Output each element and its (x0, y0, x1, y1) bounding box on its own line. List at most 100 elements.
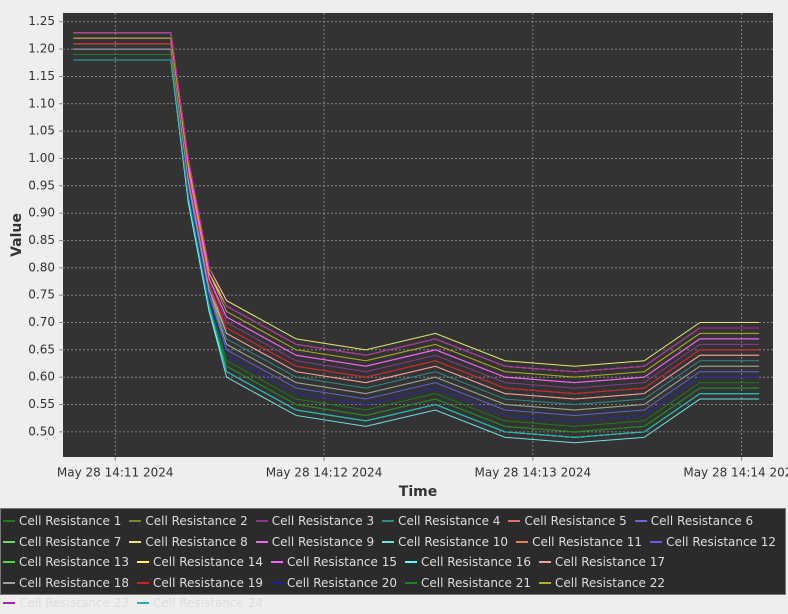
series-line (73, 37, 760, 384)
legend-swatch (137, 561, 149, 564)
series-line (73, 48, 760, 411)
legend-entry: Cell Resistance 23 (3, 593, 129, 614)
legend-entry: Cell Resistance 21 (405, 573, 531, 594)
legend-swatch (405, 561, 417, 564)
y-tick-label: 1.00 (28, 151, 55, 165)
legend-label: Cell Resistance 1 (19, 514, 122, 529)
legend-swatch (255, 520, 268, 523)
series-line (73, 43, 760, 395)
x-tick-label: May 28 14:12 2024 (266, 466, 383, 480)
legend-swatch (271, 581, 283, 584)
y-tick-label: 0.60 (28, 370, 55, 384)
legend-label: Cell Resistance 7 (19, 534, 122, 549)
legend-entry: Cell Resistance 5 (508, 511, 627, 532)
legend-swatch (634, 520, 647, 523)
legend-label: Cell Resistance 19 (153, 575, 263, 590)
legend-swatch (129, 520, 142, 523)
x-tick-label: May 28 14:14 2024 (683, 466, 788, 480)
legend-entry: Cell Resistance 15 (271, 552, 397, 573)
y-tick-label: 0.55 (28, 397, 55, 411)
series-line (73, 54, 760, 422)
legend-entry: Cell Resistance 24 (137, 593, 263, 614)
legend-entry: Cell Resistance 22 (539, 573, 665, 594)
legend-swatch (271, 561, 283, 564)
legend-label: Cell Resistance 17 (555, 555, 665, 570)
legend-label: Cell Resistance 2 (145, 514, 248, 529)
legend-swatch (255, 540, 268, 543)
legend-label: Cell Resistance 6 (650, 514, 754, 529)
x-tick-label: May 28 14:11 2024 (57, 466, 174, 480)
legend-label: Cell Resistance 10 (398, 534, 509, 549)
legend-entry: Cell Resistance 12 (650, 532, 776, 553)
series-line (73, 37, 760, 378)
series-line (73, 32, 760, 373)
legend-swatch (137, 581, 149, 584)
legend-swatch (508, 520, 521, 523)
legend-swatch (405, 581, 417, 584)
y-tick-label: 0.70 (28, 315, 55, 329)
legend-swatch (650, 540, 663, 543)
legend-label: Cell Resistance 21 (421, 575, 531, 590)
legend: Cell Resistance 1 Cell Resistance 2 Cell R… (0, 508, 786, 610)
legend-label: Cell Resistance 20 (287, 575, 397, 590)
legend-label: Cell Resistance 4 (398, 514, 501, 529)
legend-swatch (3, 581, 15, 584)
legend-swatch (382, 540, 395, 543)
legend-label: Cell Resistance 24 (153, 596, 263, 611)
legend-swatch (3, 540, 15, 543)
y-axis-label: Value (9, 213, 25, 257)
legend-entry: Cell Resistance 19 (137, 573, 263, 594)
plot-area (63, 13, 773, 457)
legend-entry: Cell Resistance 11 (516, 532, 642, 553)
legend-entry: Cell Resistance 13 (3, 552, 129, 573)
y-tick-label: 1.10 (28, 96, 55, 110)
legend-entry: Cell Resistance 14 (137, 552, 263, 573)
legend-swatch (516, 540, 529, 543)
chart: Value Time 0.50 0.55 0.60 0.65 0.70 0.75 0.80 0… (9, 13, 788, 500)
legend-entry: Cell Resistance 7 (3, 532, 121, 553)
legend-label: Cell Resistance 14 (153, 555, 263, 570)
page: Value Time 0.50 0.55 0.60 0.65 0.70 0.75 0.80 0… (0, 13, 788, 611)
legend-label: Cell Resistance 8 (145, 534, 248, 549)
legend-entry: Cell Resistance 4 (382, 511, 500, 532)
legend-entry: Cell Resistance 10 (382, 532, 508, 553)
legend-label: Cell Resistance 5 (524, 514, 627, 529)
y-tick-label: 0.85 (28, 233, 55, 247)
y-tick-label: 1.05 (28, 124, 55, 138)
y-tick-label: 0.95 (28, 178, 55, 192)
y-tick-label: 0.75 (28, 288, 55, 302)
legend-label: Cell Resistance 18 (19, 575, 129, 590)
x-axis-label: Time (399, 484, 437, 500)
legend-entry: Cell Resistance 16 (405, 552, 531, 573)
y-tick-label: 0.50 (28, 424, 55, 438)
y-tick-label: 1.15 (28, 69, 55, 83)
legend-label: Cell Resistance 22 (555, 575, 665, 590)
legend-swatch (539, 581, 551, 584)
legend-label: Cell Resistance 11 (532, 534, 643, 549)
legend-label: Cell Resistance 3 (271, 514, 375, 529)
legend-label: Cell Resistance 13 (19, 555, 129, 570)
legend-swatch (129, 540, 142, 543)
legend-entry: Cell Resistance 9 (255, 532, 375, 553)
legend-label: Cell Resistance 23 (19, 596, 129, 611)
legend-entry: Cell Resistance 3 (255, 511, 375, 532)
legend-label: Cell Resistance 9 (271, 534, 375, 549)
legend-entry: Cell Resistance 2 (129, 511, 248, 532)
legend-label: Cell Resistance 16 (421, 555, 531, 570)
y-tick-label: 1.20 (28, 42, 55, 56)
y-tick-label: 0.90 (28, 206, 55, 220)
legend-entry: Cell Resistance 17 (539, 552, 665, 573)
legend-entry: Cell Resistance 8 (129, 532, 248, 553)
y-tick-label: 0.80 (28, 260, 55, 274)
legend-swatch (3, 520, 15, 523)
legend-swatch (137, 602, 149, 605)
legend-swatch (382, 520, 395, 523)
y-tick-label: 1.25 (28, 14, 55, 28)
legend-entry: Cell Resistance 1 (3, 511, 121, 532)
legend-label: Cell Resistance 12 (666, 534, 777, 549)
y-tick-label: 0.65 (28, 342, 55, 356)
legend-entry: Cell Resistance 20 (271, 573, 397, 594)
legend-entry: Cell Resistance 18 (3, 573, 129, 594)
legend-label: Cell Resistance 15 (287, 555, 397, 570)
x-tick-label: May 28 14:13 2024 (475, 466, 592, 480)
